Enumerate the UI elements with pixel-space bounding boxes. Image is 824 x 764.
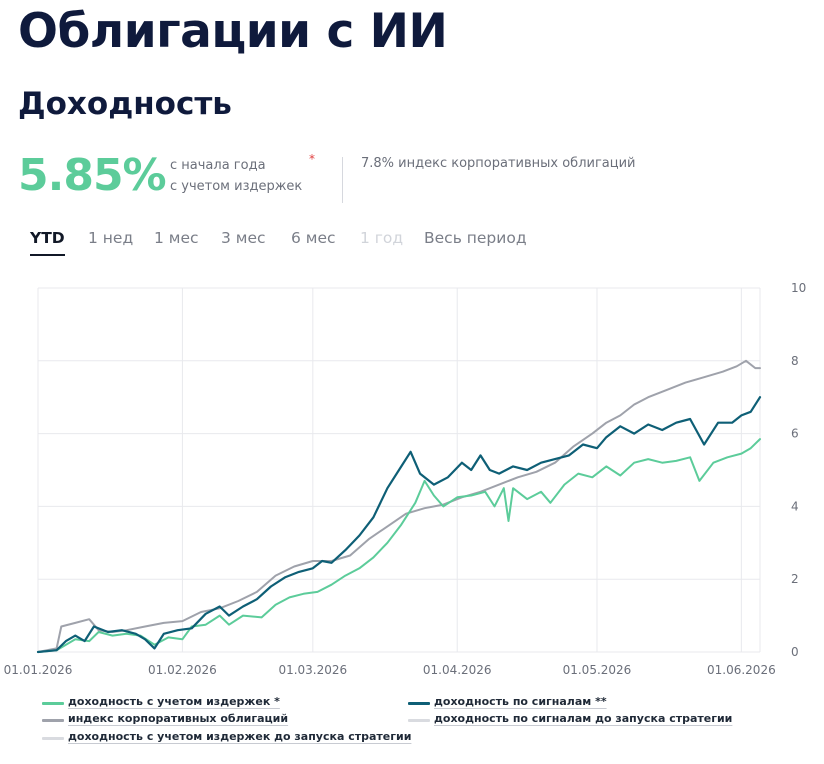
y-tick-label: 0 (791, 645, 799, 659)
legend-label-costs: доходность с учетом издержек * (68, 695, 280, 708)
footnote-asterisk: * (309, 152, 315, 166)
y-tick-label: 2 (791, 572, 799, 586)
page-title: Облигации с ИИ (18, 4, 448, 59)
legend-label-pre-launch-signals: доходность по сигналам до запуска страте… (434, 712, 733, 725)
legend-label-pre-launch-costs: доходность с учетом издержек до запуска … (68, 730, 412, 743)
x-tick-label: 01.03.2026 (278, 663, 347, 677)
legend-swatch-costs (42, 702, 64, 705)
tab-1-month[interactable]: 1 мес (154, 229, 199, 247)
series-line-index (37, 359, 761, 653)
caption-line-2: с учетом издержек (170, 179, 303, 194)
tab-1-week[interactable]: 1 нед (88, 229, 134, 247)
series-line-signals (36, 396, 762, 654)
y-tick-label: 8 (791, 354, 799, 368)
tab-ytd[interactable]: YTD (30, 229, 65, 256)
ytd-return-caption: с начала года с учетом издержек (170, 155, 302, 197)
tab-3-months[interactable]: 3 мес (221, 229, 266, 247)
tab-6-months[interactable]: 6 мес (291, 229, 336, 247)
x-tick-label: 01.04.2026 (423, 663, 492, 677)
summary-divider (342, 157, 343, 203)
series-line-costs (37, 438, 761, 653)
x-tick-label: 01.06.2026 (707, 663, 776, 677)
y-tick-label: 10 (791, 281, 806, 295)
tab-all-period[interactable]: Весь период (424, 229, 527, 247)
returns-line-chart[interactable]: 0 2 4 6 8 10 01.01.2026 01.02.2026 01.03.2026 01.… (0, 270, 824, 690)
legend-label-index: индекс корпоративных облигаций (68, 712, 289, 725)
x-tick-label: 01.01.2026 (4, 663, 73, 677)
y-tick-label: 6 (791, 427, 799, 441)
tab-1-year: 1 год (360, 229, 404, 247)
legend-swatch-index (42, 719, 64, 722)
caption-line-1: с начала года (170, 158, 266, 173)
legend-swatch-pre-launch-signals (408, 719, 430, 722)
legend-label-signals: доходность по сигналам ** (434, 695, 607, 708)
chart-legend: доходность с учетом издержек * доходност… (0, 695, 824, 755)
index-return-text: 7.8% индекс корпоративных облигаций (361, 156, 636, 171)
x-tick-label: 01.05.2026 (563, 663, 632, 677)
chart-grid (37, 287, 761, 653)
legend-swatch-signals (408, 702, 430, 705)
y-tick-label: 4 (791, 499, 799, 513)
ytd-return-value: 5.85% (18, 150, 167, 201)
legend-swatch-pre-launch-costs (42, 737, 64, 740)
x-tick-label: 01.02.2026 (148, 663, 217, 677)
section-title: Доходность (18, 86, 232, 122)
